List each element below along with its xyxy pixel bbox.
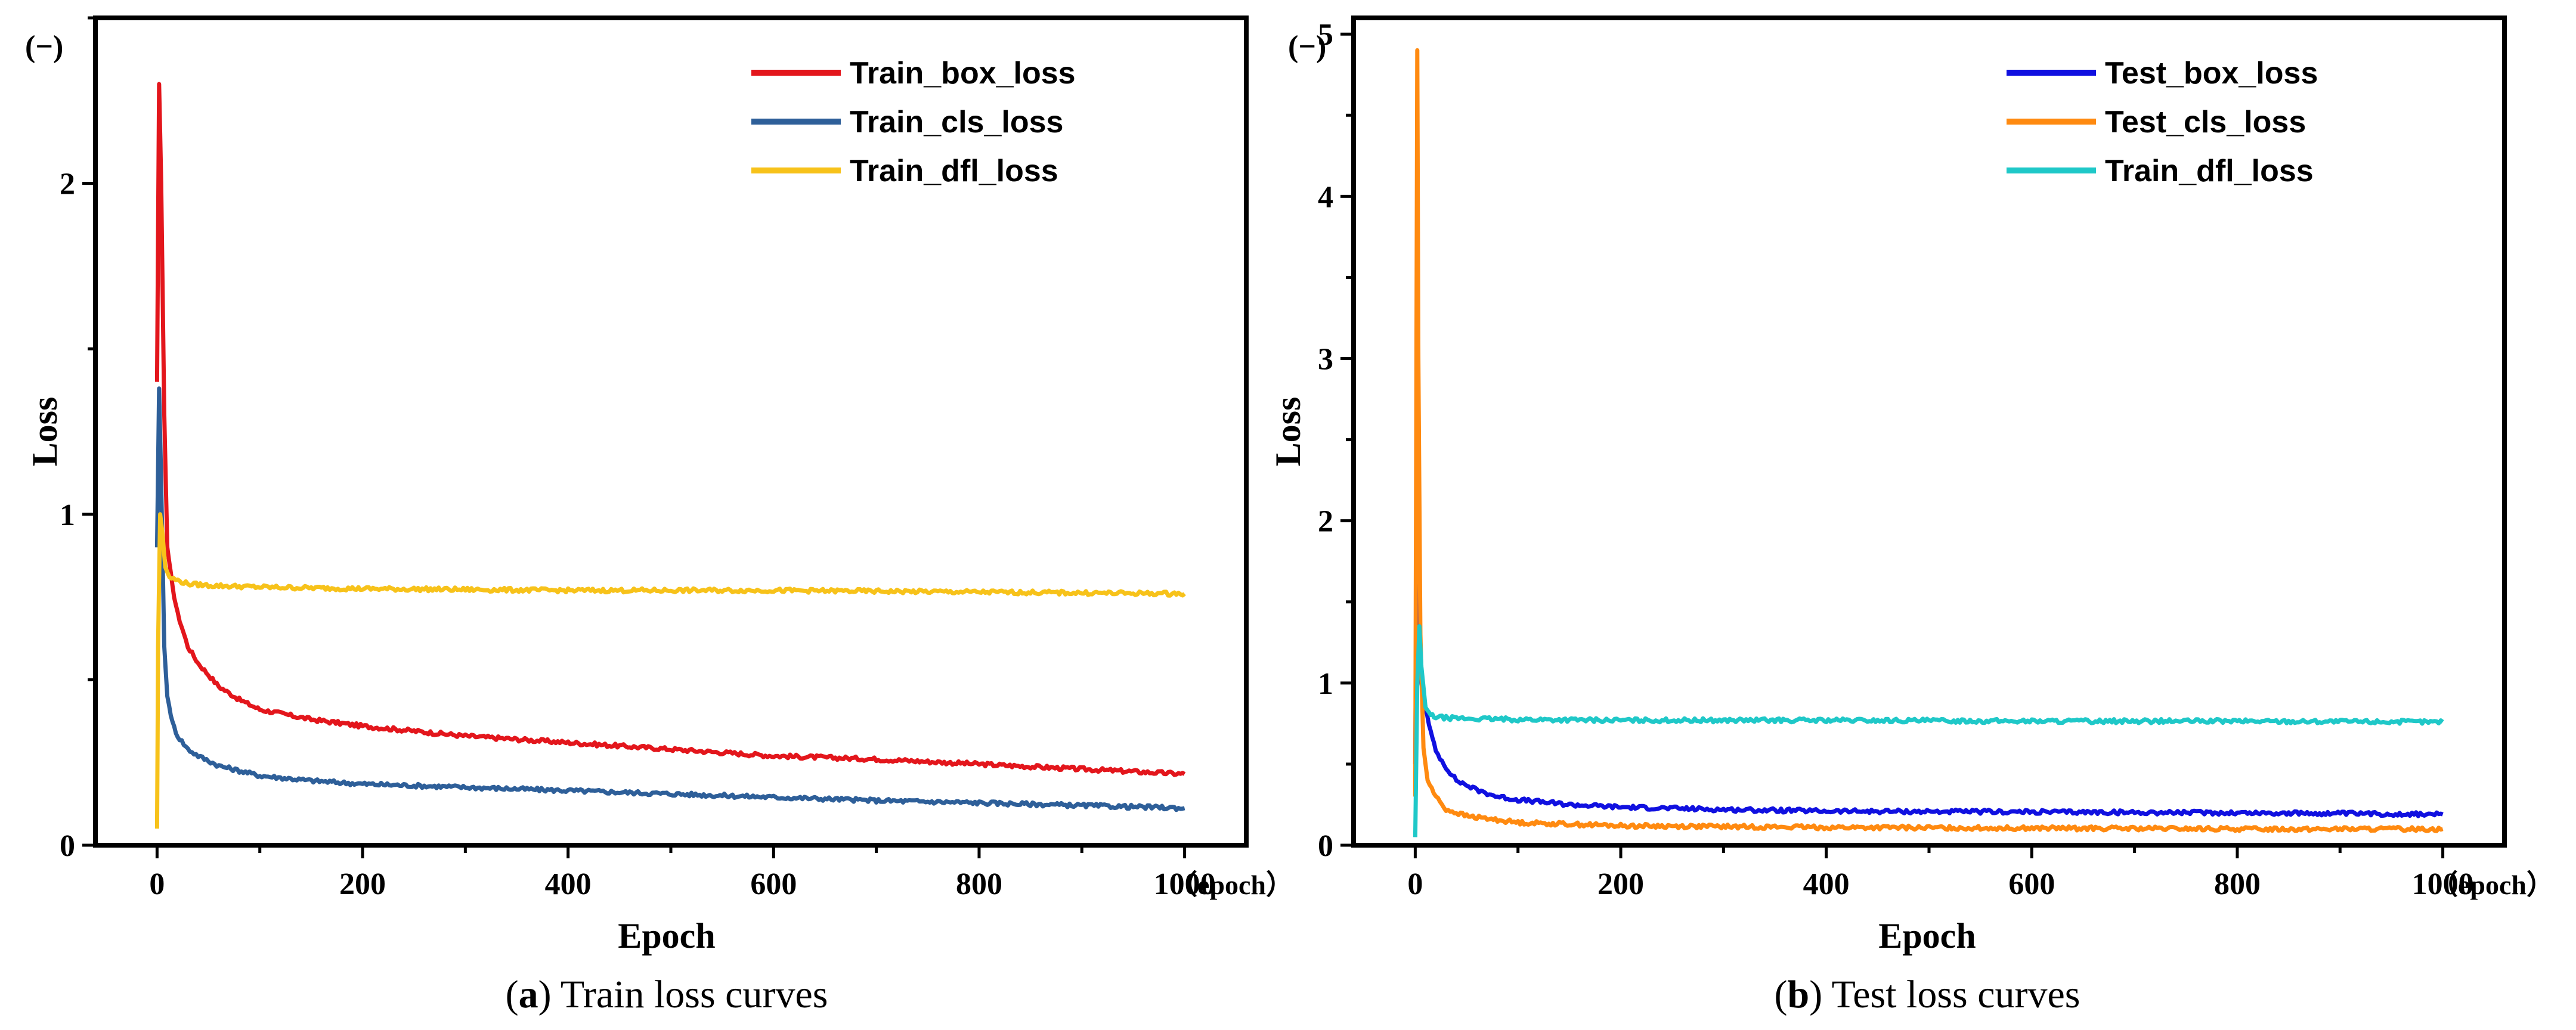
y-tick-label: 2 [60, 167, 75, 201]
y-tick-label: 1 [1318, 667, 1333, 701]
y-tick-label: 0 [60, 829, 75, 863]
y-tick-label: 5 [1318, 18, 1333, 52]
caption: (b) Test loss curves [1775, 973, 2080, 1016]
x-unit-label: （epoch） [2431, 870, 2554, 900]
x-tick-label: 800 [2214, 867, 2261, 901]
legend-label: Train_dfl_loss [850, 154, 1058, 188]
panel-train-loss: 0 200 400 600 800 1000 0 1 2 (−) Loss Epoch （epo… [25, 15, 1293, 1016]
series-line-train-box-loss [154, 82, 1186, 777]
y-tick-label: 2 [1318, 505, 1333, 539]
y-unit-label: (−) [1288, 30, 1326, 64]
panel-test-loss: 0 200 400 600 800 1000 0 1 2 3 4 5 (−) Loss Epoch （… [1268, 15, 2554, 1016]
x-tick-label: 1000 [2412, 867, 2474, 901]
caption: (a) Train loss curves [506, 973, 828, 1016]
series-lines [1413, 48, 2444, 837]
y-unit-label: (−) [25, 30, 63, 64]
x-tick-label: 600 [2008, 867, 2055, 901]
x-axis-title: Epoch [618, 916, 715, 955]
x-tick-label: 800 [956, 867, 1002, 901]
series-line-test-cls-loss [1413, 48, 2444, 833]
legend-label: Test_box_loss [2105, 56, 2318, 91]
y-tick-label: 0 [1318, 829, 1333, 863]
x-tick-label: 400 [545, 867, 592, 901]
legend-label: Test_cls_loss [2105, 105, 2306, 139]
series-lines [154, 82, 1186, 829]
x-tick-label: 200 [339, 867, 386, 901]
x-tick-label: 200 [1597, 867, 1644, 901]
axis-ticks: 0 200 400 600 800 1000 0 1 2 3 4 5 [1318, 18, 2474, 901]
y-tick-label: 4 [1318, 180, 1333, 214]
x-axis-title: Epoch [1878, 916, 1976, 955]
series-line-train-dfl-loss [154, 512, 1186, 829]
x-tick-label: 0 [149, 867, 165, 901]
legend-label: Train_dfl_loss [2105, 154, 2314, 188]
y-axis-title: Loss [25, 397, 64, 467]
x-tick-label: 600 [750, 867, 797, 901]
series-line-train-dfl-loss [1413, 624, 2444, 837]
legend-label: Train_box_loss [850, 56, 1076, 91]
y-tick-label: 1 [60, 498, 75, 532]
y-tick-label: 3 [1318, 343, 1333, 377]
x-tick-label: 400 [1803, 867, 1850, 901]
legend: Train_box_loss Train_cls_loss Train_dfl_lo… [751, 56, 1076, 188]
x-tick-label: 0 [1407, 867, 1423, 901]
plot-frame [93, 15, 1249, 848]
x-unit-label: （epoch） [1170, 870, 1293, 900]
series-line-train-cls-loss [154, 386, 1185, 812]
legend-label: Train_cls_loss [850, 105, 1063, 139]
series-line-test-box-loss [1413, 438, 2444, 818]
x-tick-label: 1000 [1154, 867, 1216, 901]
axis-ticks: 0 200 400 600 800 1000 0 1 2 [60, 16, 1216, 901]
legend: Test_box_loss Test_cls_loss Train_dfl_loss [2007, 56, 2318, 188]
y-axis-title: Loss [1268, 397, 1308, 467]
